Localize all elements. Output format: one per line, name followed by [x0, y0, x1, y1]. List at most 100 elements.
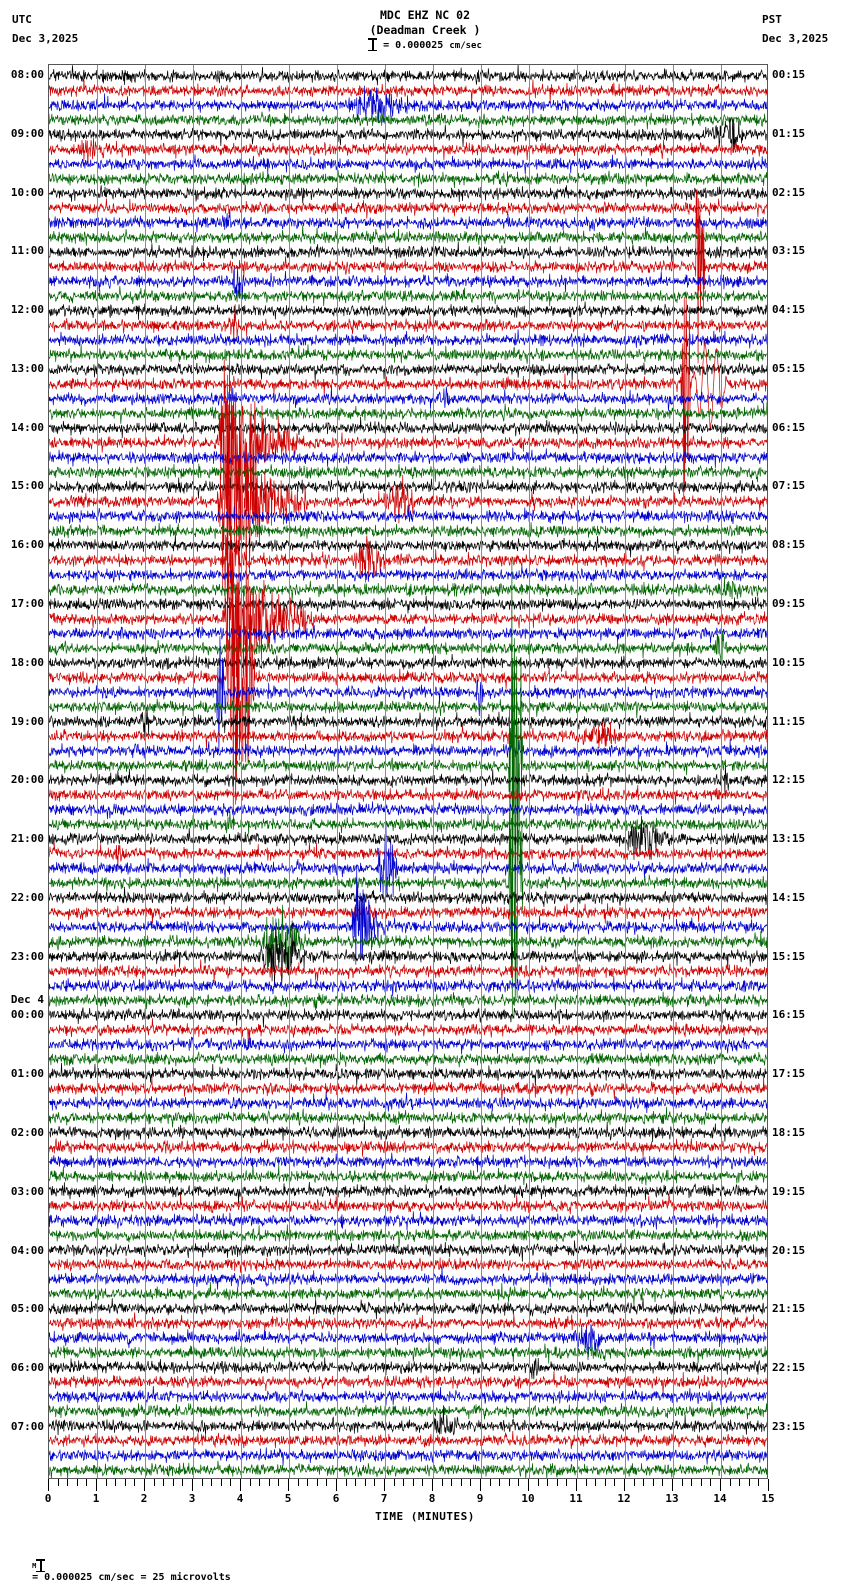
trace-line	[49, 548, 767, 697]
x-tick-minor	[124, 1479, 126, 1486]
header-left: UTC Dec 3,2025	[12, 10, 78, 48]
trace-line	[49, 137, 767, 167]
right-time-label-2115: 21:15	[772, 1302, 806, 1316]
left-time-label-1300: 13:00	[10, 361, 44, 375]
right-time-label-1115: 11:15	[772, 714, 806, 728]
station-channel-title: MDC EHZ NC 02	[379, 8, 470, 22]
left-time-label-1900: 19:00	[10, 714, 44, 728]
trace-line	[49, 109, 767, 130]
trace-line	[49, 522, 767, 539]
trace-line	[49, 991, 767, 1011]
x-tick-minor	[451, 1479, 453, 1486]
x-tick-minor	[67, 1479, 69, 1486]
grid-line-minute-12	[625, 65, 626, 1478]
x-tick-major-15	[768, 1479, 769, 1491]
x-tick-minor	[297, 1479, 299, 1486]
trace-line	[49, 1193, 767, 1215]
x-tick-minor	[758, 1479, 760, 1486]
trace-line	[49, 904, 767, 969]
x-tick-minor	[57, 1479, 59, 1486]
x-tick-minor	[86, 1479, 88, 1486]
right-time-label-0515: 05:15	[772, 361, 806, 375]
left-time-label-0700: 07:00	[10, 1419, 44, 1433]
trace-line	[49, 198, 767, 219]
x-tick-major-5	[288, 1479, 289, 1491]
left-time-label-1000: 10:00	[10, 185, 44, 199]
trace-line	[49, 1266, 767, 1290]
trace-line	[49, 595, 767, 614]
trace-line	[49, 1007, 767, 1028]
left-time-label-1100: 11:00	[10, 244, 44, 258]
grid-line-minute-10	[529, 65, 530, 1478]
x-axis-label-10: 10	[521, 1492, 535, 1505]
x-tick-minor	[470, 1479, 472, 1486]
trace-line	[49, 823, 767, 898]
x-axis-label-12: 12	[617, 1492, 631, 1505]
trace-line	[49, 1257, 767, 1273]
trace-line	[49, 1036, 767, 1055]
grid-line-minute-7	[385, 65, 386, 1478]
x-tick-minor	[643, 1479, 645, 1486]
trace-line	[49, 1051, 767, 1069]
trace-line	[49, 1312, 767, 1332]
trace-line	[49, 625, 767, 644]
footer-microvolts: 25 microvolts	[152, 1572, 231, 1583]
x-tick-minor	[364, 1479, 366, 1486]
trace-line	[49, 722, 767, 1019]
x-axis-label-11: 11	[569, 1492, 583, 1505]
x-axis-label-0: 0	[44, 1492, 52, 1505]
trace-line	[49, 1181, 767, 1204]
trace-line	[49, 976, 767, 997]
x-tick-minor	[748, 1479, 750, 1486]
x-axis-title: TIME (MINUTES)	[375, 1510, 475, 1523]
x-axis-label-14: 14	[713, 1492, 727, 1505]
x-tick-major-2	[144, 1479, 145, 1491]
left-time-label-1400: 14:00	[10, 420, 44, 434]
trace-line	[49, 286, 767, 307]
trace-line	[49, 1342, 767, 1364]
right-time-label-0115: 01:15	[772, 126, 806, 140]
left-time-label-0300: 03:00	[10, 1184, 44, 1198]
x-tick-minor	[595, 1479, 597, 1486]
trace-line	[49, 211, 767, 233]
x-axis-label-6: 6	[332, 1492, 340, 1505]
right-time-label-1315: 13:15	[772, 832, 806, 846]
right-time-label-1915: 19:15	[772, 1184, 806, 1198]
trace-line	[49, 189, 767, 364]
right-time-label-1215: 12:15	[772, 773, 806, 787]
x-tick-minor	[585, 1479, 587, 1486]
x-tick-major-6	[336, 1479, 337, 1491]
trace-line	[49, 698, 767, 718]
right-time-label-1515: 15:15	[772, 949, 806, 963]
trace-line	[49, 1371, 767, 1395]
trace-line	[49, 65, 767, 86]
x-tick-major-14	[720, 1479, 721, 1491]
trace-line	[49, 1211, 767, 1231]
scale-unit: cm/sec	[449, 41, 482, 51]
trace-line	[49, 764, 767, 795]
left-time-label-1600: 16:00	[10, 538, 44, 552]
x-tick-minor	[153, 1479, 155, 1486]
left-time-label-0000: 00:00	[10, 1008, 44, 1022]
footer-scale-text: = 0.000025 cm/sec =	[32, 1572, 153, 1583]
x-tick-minor	[604, 1479, 606, 1486]
x-tick-minor	[489, 1479, 491, 1486]
trace-line	[49, 556, 767, 956]
left-time-label-2000: 20:00	[10, 773, 44, 787]
x-tick-minor	[441, 1479, 443, 1486]
x-tick-major-9	[480, 1479, 481, 1491]
trace-line	[49, 959, 767, 982]
x-tick-major-3	[192, 1479, 193, 1491]
x-tick-minor	[556, 1479, 558, 1486]
trace-line	[49, 1152, 767, 1173]
x-axis-label-4: 4	[236, 1492, 244, 1505]
trace-line	[49, 801, 767, 819]
x-tick-minor	[710, 1479, 712, 1486]
seismogram-plot[interactable]	[48, 64, 768, 1479]
trace-line	[49, 1240, 767, 1262]
trace-canvas	[49, 65, 767, 1478]
trace-line	[49, 1062, 767, 1086]
x-tick-minor	[403, 1479, 405, 1486]
trace-line	[49, 842, 767, 867]
trace-line	[49, 78, 767, 104]
